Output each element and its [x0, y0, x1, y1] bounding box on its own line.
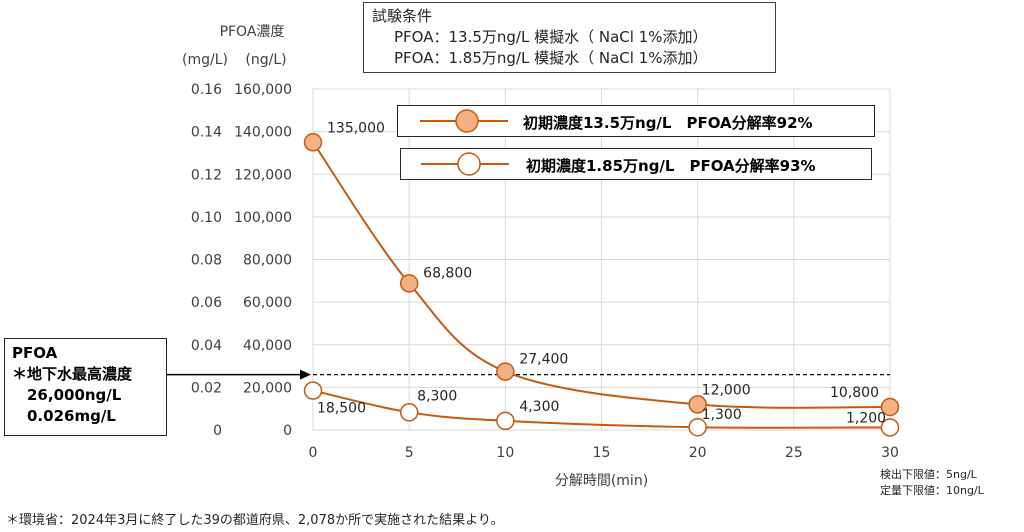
- y-tick-label-ng: 60,000: [243, 295, 292, 311]
- series-2-point: [399, 403, 419, 422]
- legend-series-1: 初期濃度13.5万ng/L PFOA分解率92%: [397, 105, 875, 137]
- y-unit-left: (mg/L): [182, 52, 228, 68]
- x-tick-label: 20: [689, 445, 707, 461]
- series-1-point: [688, 395, 707, 414]
- y-tick-label-ng: 20,000: [243, 380, 292, 396]
- legend-marker-hollow: [421, 152, 509, 176]
- test-condition-line-2: PFOA：1.85万ng/L 模擬水（ NaCl 1%添加）: [394, 49, 708, 67]
- legend-label-series-2: 初期濃度1.85万ng/L PFOA分解率93%: [526, 157, 816, 175]
- series-1-data-label: 68,800: [423, 265, 472, 281]
- y-tick-label-mg: 0.02: [191, 380, 222, 396]
- detection-limit-note: 検出下限値：5ng/L: [880, 468, 977, 481]
- x-axis-title: 分解時間(min): [555, 473, 648, 489]
- footnote: ＊環境省：2024年3月に終了した39の都道府県、2,078か所で実施された結果…: [6, 513, 504, 528]
- series-2-data-label: 1,300: [702, 407, 742, 423]
- x-tick-label: 0: [309, 445, 318, 461]
- test-conditions-box: 試験条件 PFOA：13.5万ng/L 模擬水（ NaCl 1%添加） PFOA…: [363, 2, 776, 73]
- y-tick-label-ng: 80,000: [243, 253, 292, 269]
- series-2-data-label: 8,300: [417, 388, 457, 404]
- series-2-data-label: 4,300: [519, 399, 559, 415]
- x-tick-label: 5: [405, 445, 414, 461]
- series-1-data-label: 135,000: [327, 120, 385, 136]
- quantification-limit-note: 定量下限値：10ng/L: [880, 484, 984, 497]
- x-tick-label: 30: [881, 445, 899, 461]
- y-tick-label-mg: 0.16: [191, 82, 222, 98]
- y-axis-title: PFOA濃度: [220, 24, 285, 40]
- y-tick-label-mg: 0.08: [191, 253, 222, 269]
- series-2-point: [496, 411, 515, 431]
- legend-label-series-1: 初期濃度13.5万ng/L PFOA分解率92%: [523, 114, 813, 132]
- y-tick-label-ng: 0: [283, 423, 292, 439]
- series-2-point: [880, 418, 900, 437]
- reference-arrow-head: [300, 369, 311, 380]
- series-1-data-label: 27,400: [519, 352, 568, 368]
- series-2-data-label: 1,200: [846, 410, 886, 426]
- y-tick-label-mg: 0: [213, 423, 222, 439]
- pfoa-box-line-4: 0.026mg/L: [27, 407, 116, 425]
- legend-series-2: 初期濃度1.85万ng/L PFOA分解率93%: [400, 148, 872, 180]
- y-tick-label-ng: 160,000: [234, 82, 292, 98]
- series-2-point: [303, 381, 323, 400]
- pfoa-box-line-2: ＊地下水最高濃度: [12, 365, 133, 383]
- x-tick-label: 15: [593, 445, 611, 461]
- pfoa-box-line-1: PFOA: [12, 344, 58, 362]
- series-line-2: [312, 389, 891, 429]
- series-1-data-label: 12,000: [702, 382, 751, 398]
- y-tick-label-ng: 40,000: [243, 338, 292, 354]
- series-1-point: [399, 274, 419, 293]
- series-2-data-label: 18,500: [317, 401, 366, 417]
- series-1-point: [303, 133, 323, 152]
- y-tick-label-mg: 0.10: [191, 210, 222, 226]
- y-tick-label-mg: 0.04: [191, 338, 222, 354]
- series-2-point: [688, 417, 707, 437]
- legend-marker-filled: [420, 109, 508, 133]
- y-tick-label-mg: 0.12: [191, 167, 222, 183]
- y-tick-label-ng: 120,000: [234, 167, 292, 183]
- y-tick-label-mg: 0.06: [191, 295, 222, 311]
- pfoa-box-line-3: 26,000ng/L: [27, 386, 122, 404]
- pfoa-groundwater-max-box: PFOA ＊地下水最高濃度 26,000ng/L 0.026mg/L: [4, 338, 167, 436]
- series-1-data-label: 10,800: [830, 385, 879, 401]
- series-1-point: [880, 397, 900, 417]
- test-conditions-title: 試験条件: [372, 7, 433, 25]
- y-unit-right: (ng/L): [245, 52, 286, 68]
- x-tick-label: 10: [496, 445, 514, 461]
- y-tick-label-ng: 140,000: [234, 125, 292, 141]
- y-tick-label-ng: 100,000: [234, 210, 292, 226]
- x-tick-label: 25: [785, 445, 803, 461]
- y-tick-label-mg: 0.14: [191, 125, 222, 141]
- test-condition-line-1: PFOA：13.5万ng/L 模擬水（ NaCl 1%添加）: [394, 28, 708, 46]
- series-1-point: [496, 362, 515, 381]
